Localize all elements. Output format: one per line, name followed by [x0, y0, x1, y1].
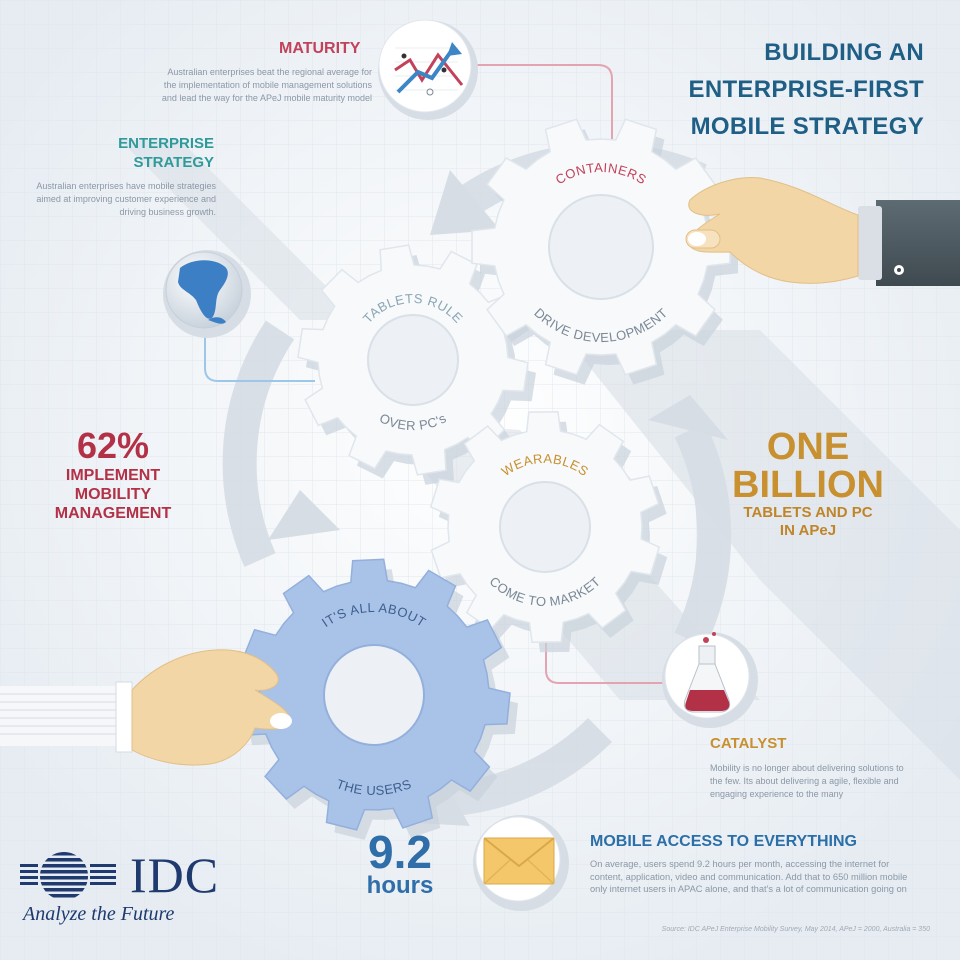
maturity-text: Australian enterprises beat the regional…	[161, 67, 372, 103]
title-line-2: ENTERPRISE-FIRST	[688, 76, 924, 103]
gear-label-users-bottom: THE USERS	[334, 776, 413, 798]
gear-wearables-icon	[429, 410, 668, 653]
stat-62-line-2: MOBILITY	[74, 486, 152, 503]
envelope-icon	[473, 815, 569, 911]
hours-unit: hours	[366, 872, 434, 899]
billion-line-1: ONE	[766, 426, 850, 468]
idc-logo-mark-icon	[20, 852, 116, 898]
mobile-access-heading: MOBILE ACCESS TO EVERYTHING	[590, 833, 857, 850]
stat-62-line-3: MANAGEMENT	[54, 505, 172, 522]
gear-label-tablets-bottom: OVER PC's	[377, 410, 449, 433]
gear-tablets-icon	[297, 244, 536, 485]
mobile-access-text: On average, users spend 9.2 hours per mo…	[590, 859, 908, 894]
gear-users-icon	[237, 558, 519, 840]
stat-62-line-1: IMPLEMENT	[65, 467, 161, 484]
billion-line-2: BILLION	[732, 464, 884, 506]
flask-icon	[662, 632, 758, 728]
gear-containers-icon	[471, 118, 738, 385]
stat-62-value: 62%	[76, 425, 150, 466]
hours-stat: 9.2 hours	[345, 826, 455, 899]
globe-icon	[163, 250, 251, 338]
maturity-heading: MATURITY	[279, 40, 361, 57]
billion-line-4: IN APeJ	[779, 522, 837, 539]
chart-icon	[378, 19, 478, 120]
stat-62-percent: 62% IMPLEMENT MOBILITY MANAGEMENT	[42, 426, 184, 523]
connector-lines	[204, 64, 672, 810]
hand-icon-left	[0, 649, 292, 766]
title-line-3: MOBILE STRATEGY	[690, 113, 924, 140]
gears-layer	[237, 118, 738, 840]
title-line-1: BUILDING AN	[764, 39, 924, 66]
hand-icon-right	[685, 177, 960, 286]
enterprise-strategy-heading-line-1: ENTERPRISE	[118, 135, 214, 152]
hours-value: 9.2	[368, 826, 432, 878]
catalyst-text: Mobility is no longer about delivering s…	[710, 763, 904, 799]
idc-tagline: Analyze the Future	[23, 903, 175, 925]
billion-line-3: TABLETS AND PC	[743, 504, 873, 521]
source-note: Source: IDC APeJ Enterprise Mobility Sur…	[661, 926, 930, 933]
enterprise-strategy-heading-line-2: STRATEGY	[133, 154, 214, 171]
stat-one-billion: ONE BILLION TABLETS AND PC IN APeJ	[728, 428, 888, 540]
enterprise-strategy-text: Australian enterprises have mobile strat…	[36, 181, 216, 217]
enterprise-strategy-heading: ENTERPRISE STRATEGY	[108, 134, 214, 172]
idc-logo-word: IDC	[130, 847, 220, 903]
catalyst-heading: CATALYST	[710, 735, 787, 752]
page-title: BUILDING AN ENTERPRISE-FIRST MOBILE STRA…	[624, 34, 924, 145]
